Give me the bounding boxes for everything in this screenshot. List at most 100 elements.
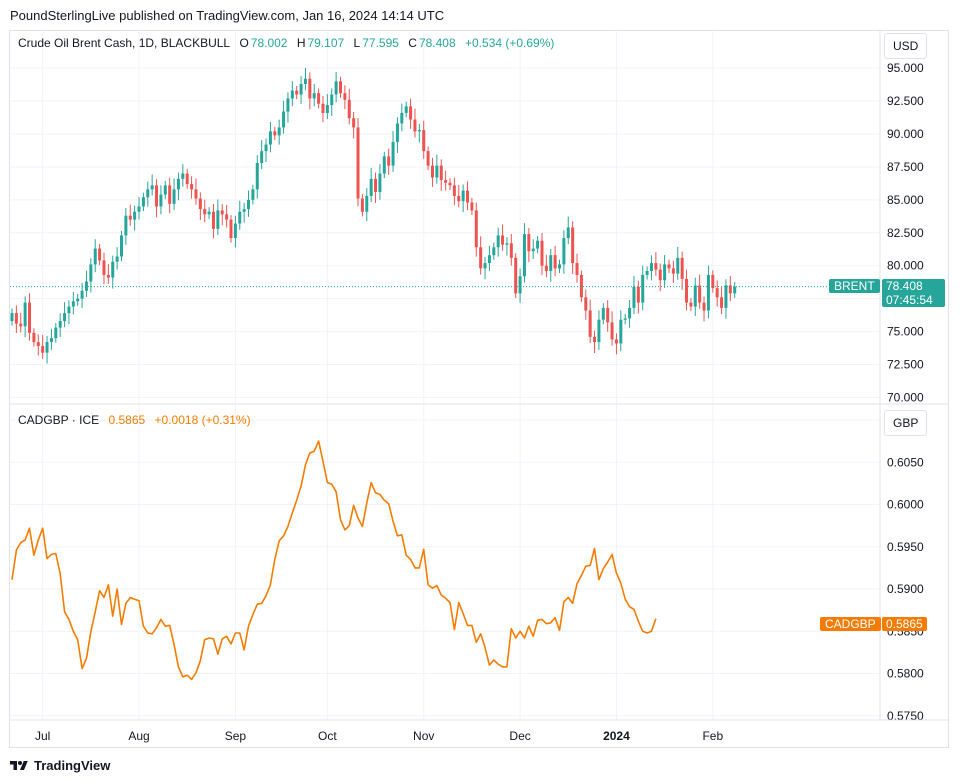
candle bbox=[448, 178, 452, 190]
brent-price-badge: 78.408 07:45:54 bbox=[882, 279, 945, 307]
candle bbox=[194, 178, 198, 205]
candle bbox=[536, 236, 540, 254]
candle bbox=[190, 176, 194, 199]
x-tick-label: 2024 bbox=[603, 729, 630, 743]
cadgbp-value: 0.5865 bbox=[108, 413, 146, 427]
candle bbox=[610, 311, 614, 346]
candle bbox=[685, 269, 689, 311]
candle bbox=[614, 333, 618, 355]
bar-countdown: 07:45:54 bbox=[886, 293, 933, 307]
candle bbox=[286, 92, 290, 123]
footer: TradingView bbox=[10, 758, 110, 773]
candle bbox=[181, 164, 185, 187]
candle bbox=[71, 291, 75, 315]
candle bbox=[369, 167, 373, 203]
candle bbox=[325, 94, 329, 120]
brent-y-tick: 72.500 bbox=[887, 357, 924, 371]
candle bbox=[663, 255, 667, 288]
candle bbox=[141, 192, 145, 212]
candle bbox=[360, 193, 364, 217]
brent-y-tick: 70.000 bbox=[887, 390, 924, 404]
candle bbox=[49, 328, 53, 350]
brent-open-value: 78.002 bbox=[250, 36, 288, 50]
cadgbp-symbol[interactable]: CADGBP · ICE bbox=[18, 413, 100, 427]
candle bbox=[32, 328, 36, 347]
brent-y-tick: 95.000 bbox=[887, 61, 924, 75]
candle bbox=[728, 276, 732, 302]
candle bbox=[422, 120, 426, 159]
brent-low-label: L bbox=[353, 36, 361, 50]
candle bbox=[10, 308, 14, 326]
candle bbox=[654, 252, 658, 276]
tradingview-logo-icon bbox=[10, 760, 28, 770]
candle bbox=[487, 245, 491, 271]
candle bbox=[106, 264, 110, 284]
candle bbox=[667, 259, 671, 273]
gbp-currency-button[interactable]: GBP bbox=[884, 410, 928, 436]
candle bbox=[606, 300, 610, 332]
x-tick-label: Feb bbox=[702, 729, 723, 743]
candle bbox=[308, 72, 312, 110]
candle bbox=[466, 181, 470, 211]
brent-close-value: 78.408 bbox=[418, 36, 456, 50]
candle bbox=[176, 172, 180, 201]
candle bbox=[229, 215, 233, 243]
candle bbox=[290, 81, 294, 107]
brent-y-axis[interactable]: 95.000 92.500 90.000 87.500 85.000 82.500 80.0… bbox=[887, 61, 924, 404]
cadgbp-y-tick: 0.6000 bbox=[887, 498, 924, 512]
candle bbox=[128, 204, 132, 226]
cadgbp-line bbox=[11, 440, 657, 681]
brent-y-tick: 80.000 bbox=[887, 259, 924, 273]
brent-y-tick: 92.500 bbox=[887, 94, 924, 108]
usd-currency-button[interactable]: USD bbox=[884, 33, 928, 59]
candle bbox=[233, 215, 237, 248]
candle bbox=[461, 184, 465, 213]
candle bbox=[439, 159, 443, 192]
candle bbox=[553, 245, 557, 277]
candle bbox=[658, 263, 662, 292]
cadgbp-y-axis[interactable]: 0.61000.60500.60000.59500.59000.58500.58… bbox=[887, 413, 924, 723]
candle bbox=[317, 88, 321, 109]
cadgbp-y-tick: 0.5950 bbox=[887, 540, 924, 554]
candle bbox=[63, 302, 67, 328]
candle bbox=[115, 247, 119, 270]
candle bbox=[711, 270, 715, 293]
candle bbox=[137, 197, 141, 220]
brent-y-tick: 87.500 bbox=[887, 160, 924, 174]
candle bbox=[671, 260, 675, 283]
publish-caption: PoundSterlingLive published on TradingVi… bbox=[10, 8, 445, 23]
x-tick-label: Sep bbox=[225, 729, 247, 743]
candle bbox=[273, 126, 277, 140]
candle bbox=[334, 71, 338, 103]
candle bbox=[457, 184, 461, 208]
candle bbox=[391, 130, 395, 172]
cadgbp-y-tick: 0.6050 bbox=[887, 455, 924, 469]
candle bbox=[220, 204, 224, 226]
candle bbox=[571, 221, 575, 275]
candle bbox=[430, 157, 434, 187]
candle bbox=[382, 151, 386, 179]
candle bbox=[330, 88, 334, 116]
time-axis[interactable]: Jul Aug Sep Oct Nov Dec 2024 Feb bbox=[35, 729, 723, 743]
candle bbox=[483, 256, 487, 280]
chart-frame bbox=[9, 30, 949, 748]
brent-legend[interactable]: Crude Oil Brent Cash, 1D, BLACKBULL O 78.… bbox=[18, 36, 556, 50]
x-tick-label: Jul bbox=[35, 729, 50, 743]
brent-symbol[interactable]: Crude Oil Brent Cash, 1D, BLACKBULL bbox=[18, 36, 231, 50]
candle bbox=[518, 268, 522, 303]
candle bbox=[593, 330, 597, 354]
candle bbox=[395, 117, 399, 153]
cadgbp-legend[interactable]: CADGBP · ICE 0.5865 +0.0018 (+0.31%) bbox=[18, 413, 253, 427]
candle bbox=[41, 335, 45, 359]
candle bbox=[28, 293, 32, 341]
candle bbox=[417, 123, 421, 143]
candle bbox=[150, 174, 154, 196]
grid-lines bbox=[10, 31, 880, 720]
candle bbox=[198, 192, 202, 221]
candle bbox=[216, 199, 220, 236]
candle bbox=[632, 275, 636, 315]
candle bbox=[496, 227, 500, 257]
candle bbox=[251, 184, 255, 205]
candle bbox=[452, 177, 456, 206]
